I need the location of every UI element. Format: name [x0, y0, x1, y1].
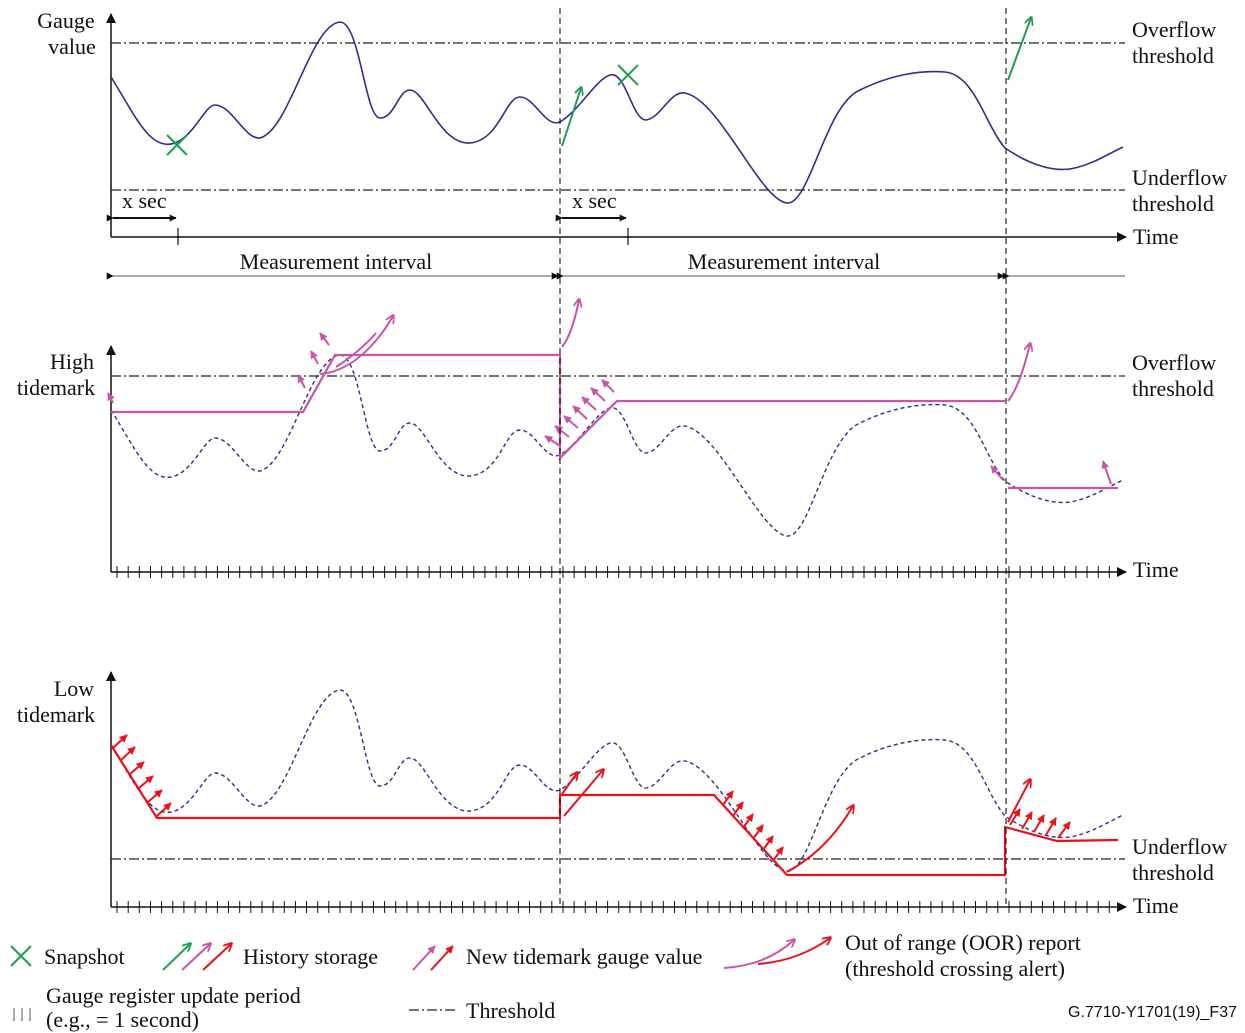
p3-underflow-label-1: Underflow	[1132, 834, 1227, 859]
interval-label-1: Measurement interval	[240, 249, 432, 274]
p3-oor-report-arrows	[786, 806, 853, 873]
p3-underflow-label-2: threshold	[1132, 860, 1214, 885]
p2-new-tidemark-arrows	[107, 332, 1112, 485]
legend-history-storage-label: History storage	[243, 944, 378, 969]
snapshot-marker-1	[166, 134, 188, 156]
p2-ylabel-line2: tidemark	[17, 375, 95, 400]
legend-new-tidemark-label: New tidemark gauge value	[466, 944, 702, 969]
legend-history-storage-icon	[162, 944, 231, 971]
figure-code: G.7710-Y1701(19)_F37	[1068, 1004, 1237, 1021]
p2-high-tidemark-line	[111, 353, 1005, 461]
p1-underflow-label-2: threshold	[1132, 191, 1214, 216]
p1-overflow-label-2: threshold	[1132, 43, 1214, 68]
p1-history-arrow-1	[561, 88, 581, 147]
legend-snapshot-label: Snapshot	[44, 944, 125, 969]
legend-oor-label-2: (threshold crossing alert)	[845, 956, 1065, 981]
legend-new-tidemark-icon	[412, 945, 454, 971]
interval-label-2: Measurement interval	[688, 249, 880, 274]
p1-ylabel-line2: value	[48, 34, 96, 59]
xsec-label-1: x sec	[122, 188, 167, 213]
legend-update-period-icon	[13, 1008, 31, 1021]
p3-gauge-curve	[110, 689, 1124, 872]
p3-time-label: Time	[1133, 893, 1179, 918]
p1-overflow-label-1: Overflow	[1132, 17, 1216, 42]
legend-update-period-label-2: (e.g., = 1 second)	[46, 1007, 199, 1032]
snapshot-marker-2	[617, 64, 639, 86]
p3-history-storage-arrows	[561, 770, 1030, 823]
p3-low-tidemark-line	[110, 744, 1119, 877]
p1-history-arrow-2	[1007, 18, 1031, 81]
p2-update-period-ticks	[116, 566, 1110, 578]
p2-time-label: Time	[1133, 557, 1179, 582]
panel-low-tidemark: Low tidemark Time Underflow threshold	[17, 671, 1227, 918]
p2-ylabel-line1: High	[50, 349, 94, 374]
xsec-label-2: x sec	[572, 188, 617, 213]
p3-ylabel-line2: tidemark	[17, 702, 95, 727]
p3-ylabel-line1: Low	[54, 676, 94, 701]
p1-underflow-label-1: Underflow	[1132, 165, 1227, 190]
p2-overflow-label-1: Overflow	[1132, 350, 1216, 375]
p1-time-label: Time	[1133, 224, 1179, 249]
p2-overflow-label-2: threshold	[1132, 376, 1214, 401]
legend-snapshot-icon	[10, 945, 32, 967]
p3-new-tidemark-arrows	[112, 734, 1071, 862]
p2-oor-report-arrows	[319, 300, 1030, 402]
legend-threshold-label: Threshold	[466, 998, 555, 1023]
panel-gauge-value: Gauge value Time Overflow threshold Unde…	[37, 8, 1227, 280]
legend-update-period-label-1: Gauge register update period	[46, 983, 301, 1008]
p1-gauge-curve	[110, 21, 1124, 204]
p2-gauge-curve	[110, 354, 1124, 537]
panel-high-tidemark: High tidemark Time Overflow threshold	[17, 300, 1216, 582]
legend: Snapshot History storage New tidemark ga…	[10, 930, 1237, 1032]
p1-ylabel-line1: Gauge	[37, 8, 94, 33]
legend-oor-label-1: Out of range (OOR) report	[845, 930, 1081, 955]
p3-update-period-ticks	[116, 901, 1110, 913]
legend-oor-report-icon	[723, 938, 830, 969]
